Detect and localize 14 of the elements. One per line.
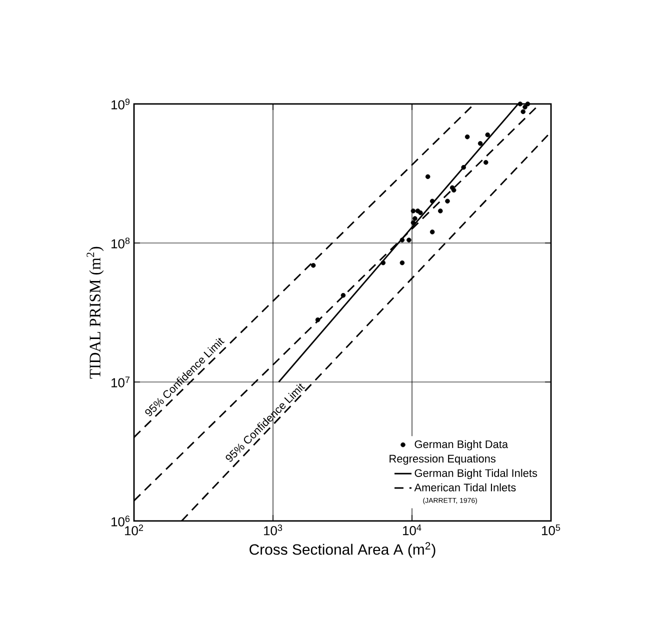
y-tick-label: 10$^{9}$ xyxy=(112,98,130,110)
legend-label: German Bight Data xyxy=(414,440,508,450)
x-tick-label: 10$^{3}$ xyxy=(264,524,282,536)
x-axis-title: Cross Sectional Area A (m$^{2}$) xyxy=(250,542,436,558)
y-axis-title: TIDAL PRISM (m$^{2}$) xyxy=(86,246,104,379)
x-tick-label: 10$^{2}$ xyxy=(125,524,144,536)
y-tick-label: 10$^{6}$ xyxy=(112,516,130,526)
x-tick-label: 10$^{4}$ xyxy=(403,524,422,536)
x-tick-label: 10$^{5}$ xyxy=(542,524,560,536)
y-tick-label: 10$^{7}$ xyxy=(112,376,130,388)
legend-title: Regression Equations xyxy=(390,454,496,465)
y-tick-label: 10$^{8}$ xyxy=(112,238,130,248)
legend-label: American Tidal Inlets xyxy=(414,483,516,492)
legend-label: German Bight Tidal Inlets xyxy=(414,468,538,480)
